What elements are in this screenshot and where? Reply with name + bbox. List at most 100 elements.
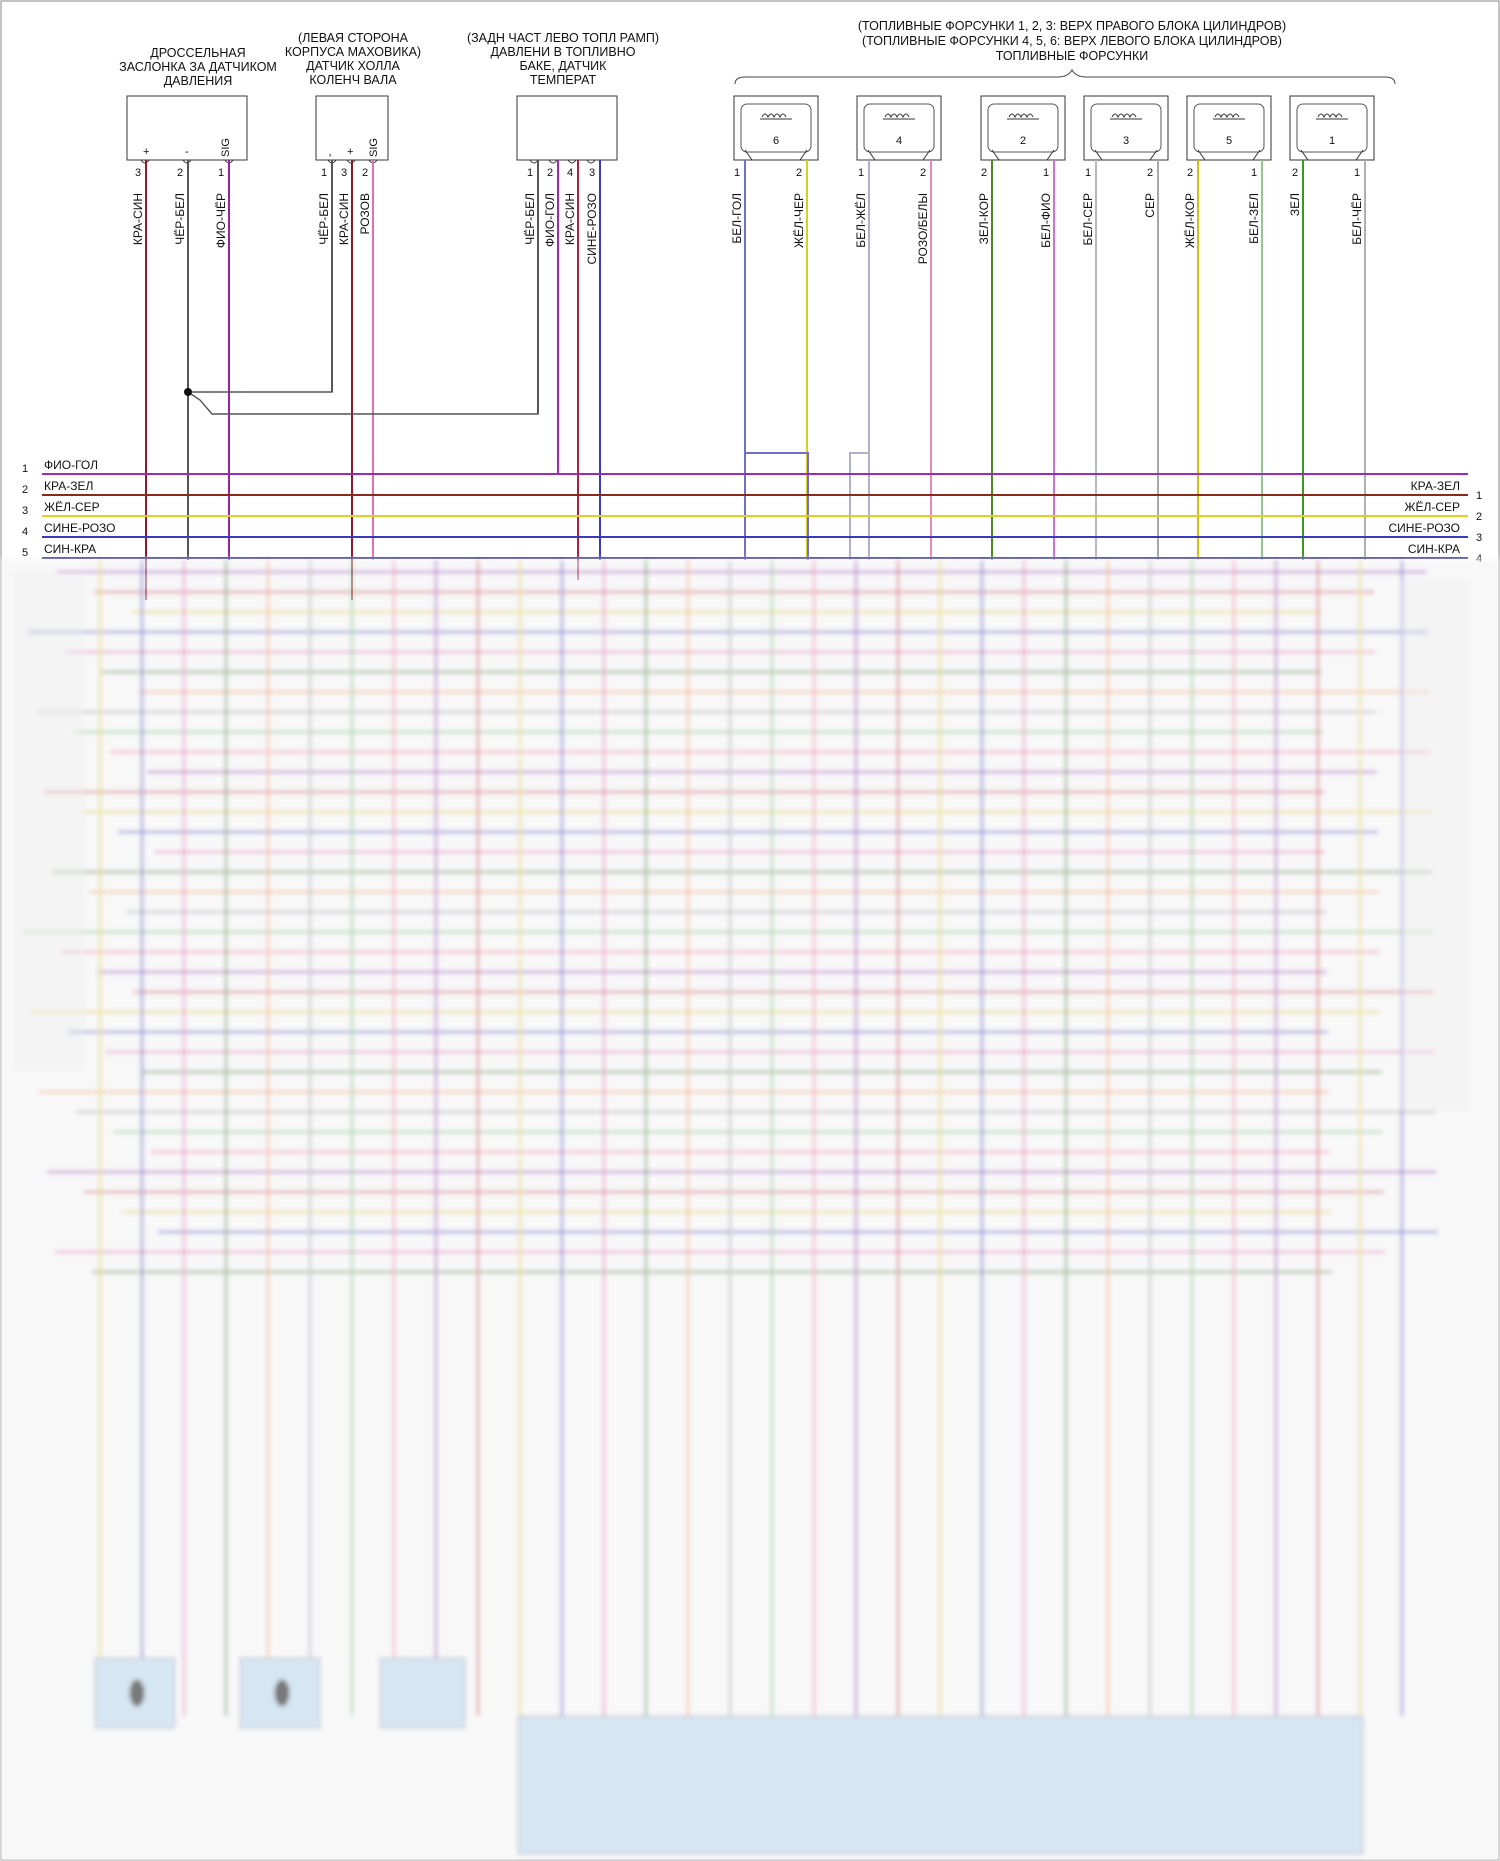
injector-wire-11-pin: 2	[1292, 167, 1298, 179]
injector-wire-8-label: СЕР	[1143, 193, 1157, 218]
injector-wire-9-label: ЖЁЛ-КОР	[1183, 193, 1197, 248]
throttle-header-line-2: ЗАСЛОНКА ЗА ДАТЧИКОМ	[119, 60, 277, 74]
bus-left-label: ФИО-ГОЛ	[44, 458, 98, 472]
injector-wire-6-pin: 1	[1043, 167, 1049, 179]
hall-wire-3-label: РОЗОВ	[358, 193, 372, 235]
hall-pin-minus: -	[324, 153, 336, 157]
injector-wire-8-pin: 2	[1147, 167, 1153, 179]
bus-left-num: 2	[22, 484, 28, 496]
injectors-header-line-2: (ТОПЛИВНЫЕ ФОРСУНКИ 4, 5, 6: ВЕРХ ЛЕВОГО…	[862, 34, 1282, 48]
fuel-wire-4-label: СИНЕ-РОЗО	[585, 193, 599, 264]
fuel-wire-4-pin: 3	[589, 167, 595, 179]
injector-number: 4	[896, 135, 902, 147]
injector-wire-3-label: БЕЛ-ЖЁЛ	[854, 193, 868, 248]
bus-right-num: 1	[1476, 490, 1482, 502]
throttle-header-line-3: ДАВЛЕНИЯ	[164, 74, 233, 88]
throttle-pin-sig: SIG	[220, 138, 232, 157]
injector-wire-6-label: БЕЛ-ФИО	[1039, 193, 1053, 248]
ground-splice	[184, 160, 539, 415]
throttle-wire-1-label: КРА-СИН	[131, 193, 145, 245]
bus-left-label: СИНЕ-РОЗО	[44, 521, 115, 535]
injectors-bracket	[734, 68, 1396, 85]
fuel-header-line-1: (ЗАДН ЧАСТ ЛЕВО ТОПЛ РАМП)	[467, 31, 659, 45]
injectors-header-line-3: ТОПЛИВНЫЕ ФОРСУНКИ	[996, 49, 1148, 63]
bus-right-label: СИНЕ-РОЗО	[1389, 521, 1460, 535]
bus-right-3: СИНЕ-РОЗО 3	[1389, 521, 1483, 544]
injectors-header: (ТОПЛИВНЫЕ ФОРСУНКИ 1, 2, 3: ВЕРХ ПРАВОГ…	[734, 19, 1396, 85]
hall-connector: - + SIG	[315, 95, 389, 164]
bus-right-1: КРА-ЗЕЛ 1	[1411, 479, 1482, 502]
fuel-wire-3-pin: 4	[567, 167, 573, 179]
fuel-wire-1-pin: 1	[527, 167, 533, 179]
throttle-pin-minus: -	[185, 146, 189, 158]
hall-header-line-2: КОРПУСА МАХОВИКА)	[285, 45, 421, 59]
injector-wire-10-pin: 1	[1251, 167, 1257, 179]
bus-line-2: 2 КРА-ЗЕЛ	[22, 479, 1468, 496]
injector-wire-4-label: РОЗО/БЕЛЫ	[916, 193, 930, 264]
injector-wire-7-pin: 1	[1085, 167, 1091, 179]
throttle-header-line-1: ДРОССЕЛЬНАЯ	[150, 46, 245, 60]
hall-header-line-4: КОЛЕНЧ ВАЛА	[309, 73, 397, 87]
throttle-wire-2-label: ЧЁР-БЕЛ	[173, 193, 187, 245]
throttle-wire-2-pin: 2	[177, 167, 183, 179]
hall-header-line-1: (ЛЕВАЯ СТОРОНА	[298, 31, 409, 45]
injectors-header-line-1: (ТОПЛИВНЫЕ ФОРСУНКИ 1, 2, 3: ВЕРХ ПРАВОГ…	[858, 19, 1286, 33]
injector-number: 3	[1123, 135, 1129, 147]
injector-wire-5-pin: 2	[981, 167, 987, 179]
hall-pin-plus: +	[347, 146, 353, 158]
injector-connector-2: 2	[980, 95, 1066, 161]
bus-left-label: КРА-ЗЕЛ	[44, 479, 93, 493]
bus-right-num: 2	[1476, 511, 1482, 523]
fuel-wire-3-label: КРА-СИН	[563, 193, 577, 245]
injector-wire-12-label: БЕЛ-ЧЁР	[1350, 193, 1364, 245]
bus-right-label: КРА-ЗЕЛ	[1411, 479, 1460, 493]
injector-wire-1-pin: 1	[734, 167, 740, 179]
fuel-header-line-2: ДАВЛЕНИ В ТОПЛИВНО	[491, 45, 636, 59]
throttle-pin-plus: +	[143, 146, 149, 158]
bus-lines: 1 ФИО-ГОЛ 2 КРА-ЗЕЛ 3 ЖЁЛ-СЕР 4 СИНЕ-РОЗО 5 СИН-К…	[22, 458, 1482, 565]
hall-pin-sig: SIG	[368, 138, 380, 157]
injector-connector-4: 4	[856, 95, 942, 161]
wire-labels: 3 КРА-СИН 2 ЧЁР-БЕЛ 1 ФИО-ЧЁР 1 ЧЁР-БЕЛ 3 КРА-СИН…	[131, 167, 1364, 264]
fuel-temp-sensor-header: (ЗАДН ЧАСТ ЛЕВО ТОПЛ РАМП) ДАВЛЕНИ В ТОП…	[467, 31, 659, 87]
injector-4-pin1-route	[849, 160, 870, 560]
bus-left-num: 3	[22, 505, 28, 517]
bus-left-num: 5	[22, 547, 28, 559]
bus-right-2: ЖЁЛ-СЕР 2	[1404, 500, 1482, 523]
throttle-connector: + - SIG	[126, 95, 248, 164]
injector-wire-2-label: ЖЁЛ-ЧЕР	[792, 193, 806, 248]
injector-number: 1	[1329, 135, 1335, 147]
bus-left-num: 1	[22, 463, 28, 475]
hall-wire-1-label: ЧЁР-БЕЛ	[317, 193, 331, 245]
fuel-header-line-4: ТЕМПЕРАТ	[530, 73, 597, 87]
injector-number: 2	[1020, 135, 1026, 147]
throttle-sensor-header: ДРОССЕЛЬНАЯ ЗАСЛОНКА ЗА ДАТЧИКОМ ДАВЛЕНИ…	[119, 46, 277, 88]
injector-number: 6	[773, 135, 779, 147]
injector-connector-5: 5	[1186, 95, 1272, 161]
fuel-temp-connector	[516, 95, 618, 164]
injector-connector-6: 6	[733, 95, 819, 161]
bus-left-label: ЖЁЛ-СЕР	[44, 500, 100, 514]
injector-6-pin1-route	[744, 160, 809, 560]
injector-connector-3: 3	[1083, 95, 1169, 161]
bus-left-num: 4	[22, 526, 28, 538]
fuel-wire-2-pin: 2	[547, 167, 553, 179]
throttle-wire-1-pin: 3	[135, 167, 141, 179]
injector-wire-11-label: ЗЕЛ	[1288, 193, 1302, 216]
injector-wire-4-pin: 2	[920, 167, 926, 179]
injector-connectors: 6 4 2 3 5 1	[733, 95, 1375, 161]
injector-number: 5	[1226, 135, 1232, 147]
throttle-wire-3-label: ФИО-ЧЁР	[214, 193, 228, 248]
injector-wire-9-pin: 2	[1187, 167, 1193, 179]
bus-right-label: ЖЁЛ-СЕР	[1404, 500, 1460, 514]
splice-dot	[184, 388, 192, 396]
injector-wire-12-pin: 1	[1354, 167, 1360, 179]
injector-wire-1-label: БЕЛ-ГОЛ	[730, 193, 744, 244]
fuel-header-line-3: БАКЕ, ДАТЧИК	[520, 59, 608, 73]
bus-right-num: 3	[1476, 532, 1482, 544]
injector-wire-7-label: БЕЛ-СЕР	[1081, 193, 1095, 245]
blurred-lower-diagram	[0, 558, 1500, 1861]
hall-header-line-3: ДАТЧИК ХОЛЛА	[306, 59, 400, 73]
injector-wire-3-pin: 1	[858, 167, 864, 179]
